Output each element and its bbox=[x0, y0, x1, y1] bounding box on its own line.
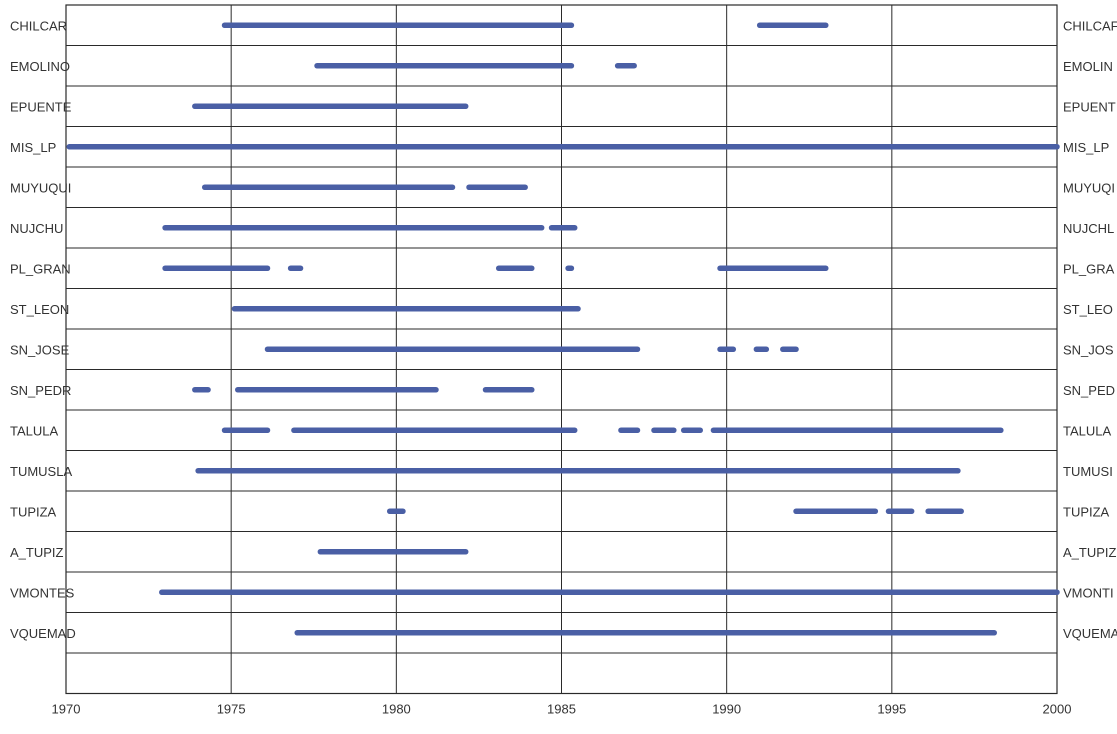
station-label-left: TALULA bbox=[10, 423, 58, 438]
station-label-left: TUPIZA bbox=[10, 504, 57, 519]
station-label-right: MIS_LP bbox=[1063, 140, 1109, 155]
station-label-left: PL_GRAN bbox=[10, 261, 71, 276]
station-label-left: NUJCHU bbox=[10, 221, 63, 236]
x-tick-label: 1985 bbox=[547, 702, 576, 717]
station-label-right: NUJCHL bbox=[1063, 221, 1114, 236]
station-label-right: ST_LEO bbox=[1063, 302, 1113, 317]
station-label-right: CHILCAF bbox=[1063, 18, 1117, 33]
station-label-right: TUPIZA bbox=[1063, 504, 1110, 519]
station-label-left: MUYUQUI bbox=[10, 180, 71, 195]
station-label-right: VMONTI bbox=[1063, 585, 1114, 600]
station-label-left: EMOLINO bbox=[10, 59, 70, 74]
station-label-left: VQUEMAD bbox=[10, 626, 76, 641]
station-label-right: TALULA bbox=[1063, 423, 1111, 438]
station-label-right: EMOLIN bbox=[1063, 59, 1113, 74]
x-tick-label: 1975 bbox=[217, 702, 246, 717]
x-tick-label: 1980 bbox=[382, 702, 411, 717]
station-label-right: A_TUPIZ bbox=[1063, 545, 1117, 560]
station-label-right: SN_PED bbox=[1063, 383, 1115, 398]
station-label-left: SN_JOSE bbox=[10, 342, 70, 357]
x-tick-label: 1990 bbox=[712, 702, 741, 717]
station-label-left: SN_PEDR bbox=[10, 383, 71, 398]
station-label-right: PL_GRA bbox=[1063, 261, 1115, 276]
station-label-right: TUMUSI bbox=[1063, 464, 1113, 479]
station-label-left: TUMUSLA bbox=[10, 464, 72, 479]
x-tick-label: 1995 bbox=[877, 702, 906, 717]
station-label-left: VMONTES bbox=[10, 585, 75, 600]
station-label-right: EPUENT bbox=[1063, 99, 1116, 114]
station-label-left: CHILCAR bbox=[10, 18, 67, 33]
x-tick-label: 2000 bbox=[1043, 702, 1072, 717]
station-label-left: A_TUPIZ bbox=[10, 545, 64, 560]
station-label-left: ST_LEON bbox=[10, 302, 69, 317]
station-label-right: VQUEMA bbox=[1063, 626, 1117, 641]
station-label-left: EPUENTE bbox=[10, 99, 72, 114]
station-label-left: MIS_LP bbox=[10, 140, 56, 155]
station-label-right: MUYUQI bbox=[1063, 180, 1115, 195]
station-label-right: SN_JOS bbox=[1063, 342, 1114, 357]
x-tick-label: 1970 bbox=[52, 702, 81, 717]
